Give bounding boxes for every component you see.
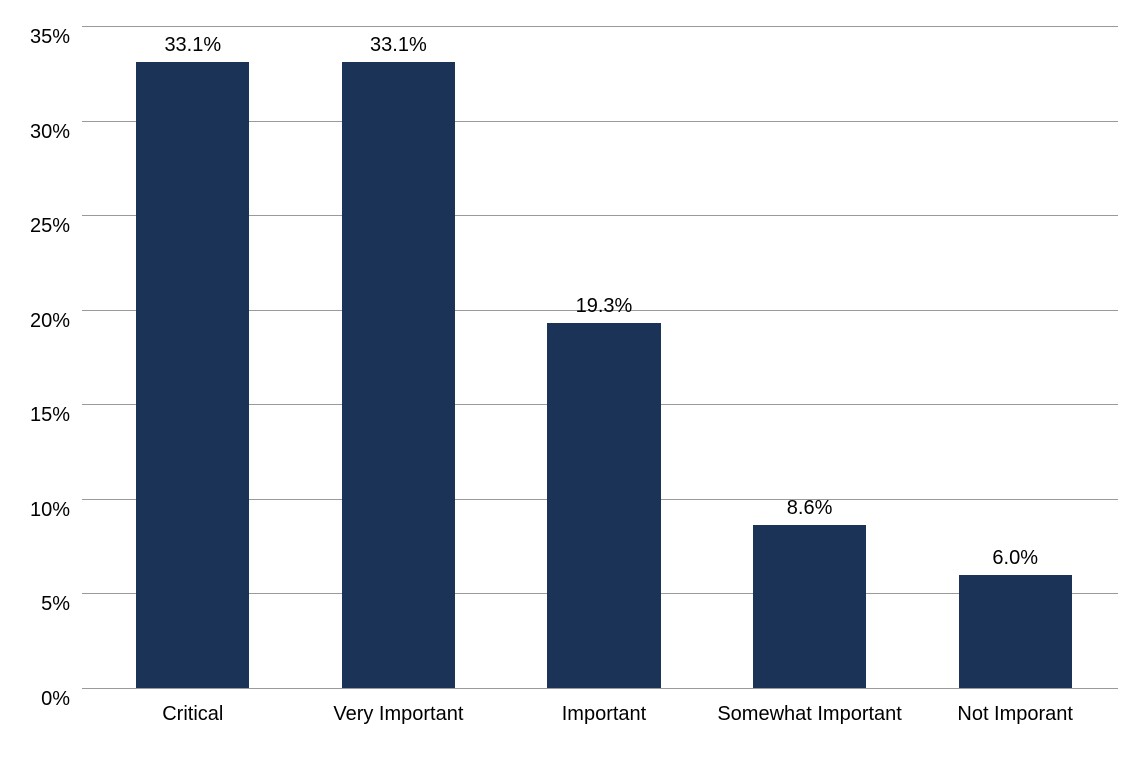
bar-value-label: 19.3%: [501, 295, 707, 318]
gridline: [90, 688, 1118, 689]
y-tick-mark: [82, 26, 90, 27]
y-tick-label: 5%: [0, 593, 70, 616]
x-tick-label: Important: [501, 702, 707, 727]
gridline: [90, 26, 1118, 27]
y-tick-label: 30%: [0, 121, 70, 144]
bar-chart: 0% 5% 10% 15% 20% 25% 30% 35% CriticalVery Impo…: [0, 0, 1135, 773]
y-tick-label: 0%: [0, 688, 70, 711]
bar-value-label: 6.0%: [912, 547, 1118, 570]
bar: [136, 62, 249, 688]
bar-value-label: 33.1%: [296, 34, 502, 57]
bar: [547, 323, 660, 688]
y-tick-mark: [82, 121, 90, 122]
y-tick-mark: [82, 404, 90, 405]
bar-value-label: 33.1%: [90, 34, 296, 57]
y-tick-label: 20%: [0, 310, 70, 333]
y-tick-mark: [82, 499, 90, 500]
x-tick-label: Very Important: [296, 702, 502, 727]
x-tick-label: Critical: [90, 702, 296, 727]
bar: [342, 62, 455, 688]
y-tick-label: 10%: [0, 499, 70, 522]
y-tick-label: 35%: [0, 26, 70, 49]
bar-value-label: 8.6%: [707, 497, 913, 520]
y-tick-mark: [82, 215, 90, 216]
bar: [959, 575, 1072, 688]
y-tick-mark: [82, 688, 90, 689]
x-tick-label: Somewhat Important: [707, 702, 913, 727]
y-tick-mark: [82, 593, 90, 594]
bar: [753, 525, 866, 688]
y-tick-label: 15%: [0, 404, 70, 427]
y-tick-mark: [82, 310, 90, 311]
x-tick-label: Not Imporant: [912, 702, 1118, 727]
y-tick-label: 25%: [0, 215, 70, 238]
